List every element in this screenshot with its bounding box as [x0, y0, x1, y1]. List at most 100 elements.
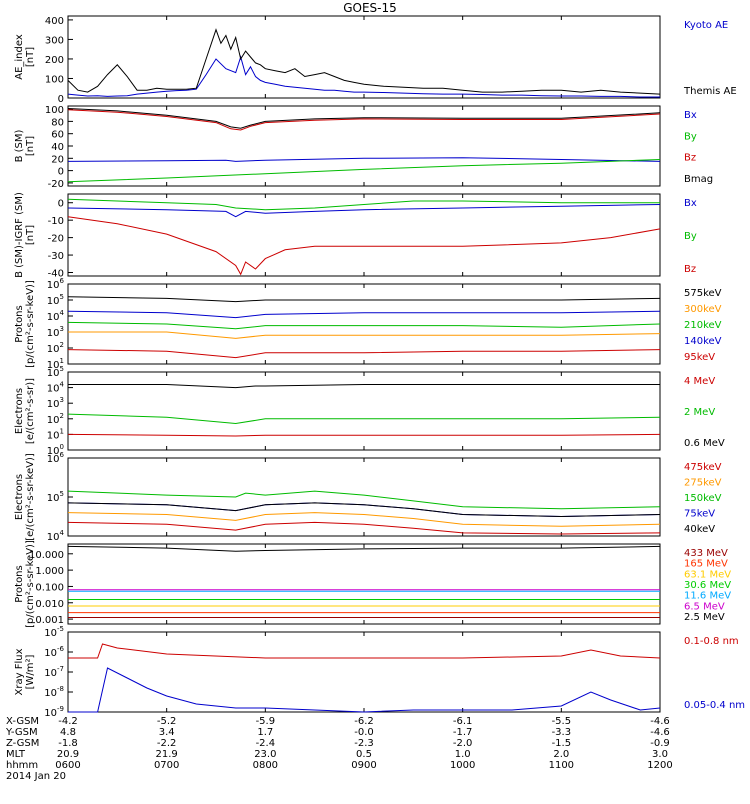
legend-label: 4 MeV — [684, 376, 715, 387]
ephemeris-value: -2.0 — [453, 738, 473, 749]
y-tick-label: 10-8 — [44, 685, 64, 699]
y-axis-label: [e/(cm²-s-sr-keV)] — [25, 453, 36, 541]
ephemeris-value: 0900 — [351, 760, 376, 771]
legend-label: 2.5 MeV — [684, 612, 725, 623]
y-tick-label: 0 — [58, 94, 64, 105]
y-tick-label: 1.000 — [35, 566, 64, 577]
y-tick-label: 0.010 — [35, 599, 64, 610]
legend-label: Bz — [684, 264, 696, 275]
series-line — [67, 159, 661, 183]
y-tick-label: 105 — [47, 490, 64, 504]
ephemeris-row-label: Y-GSM — [5, 727, 38, 738]
series-line — [67, 321, 661, 330]
ephemeris-row-label: MLT — [6, 749, 26, 760]
legend-label: 40keV — [684, 524, 715, 535]
series-line — [67, 198, 660, 211]
ephemeris-row-label: hhmm — [6, 760, 38, 771]
legend-label: 30.6 MeV — [684, 580, 731, 591]
series-line — [67, 109, 661, 131]
legend-label: 140keV — [684, 336, 722, 347]
ephemeris-value: -4.6 — [650, 716, 670, 727]
ephemeris-value: -1.7 — [453, 727, 473, 738]
y-tick-label: 102 — [47, 341, 64, 355]
y-tick-label: -10 — [48, 216, 64, 227]
y-axis-label: Electrons — [14, 474, 25, 520]
y-tick-label: -20 — [48, 179, 64, 190]
ephemeris-value: -2.4 — [256, 738, 276, 749]
ephemeris-value: 21.9 — [156, 749, 178, 760]
ephemeris-value: 0800 — [253, 760, 278, 771]
y-axis-label: B (SM) — [14, 129, 25, 162]
y-axis-label: Xray Flux — [14, 648, 25, 695]
legend-label: Bx — [684, 198, 697, 209]
ephemeris-value: -5.5 — [552, 716, 572, 727]
y-tick-label: 100 — [45, 105, 64, 116]
series-line — [68, 384, 660, 389]
y-tick-label: 10-7 — [44, 665, 64, 679]
y-tick-label: 103 — [47, 396, 64, 410]
ephemeris-value: 0600 — [55, 760, 80, 771]
ephemeris-value: -5.2 — [157, 716, 177, 727]
y-axis-label: Protons — [14, 305, 25, 342]
series-line — [67, 204, 661, 218]
ephemeris-value: -0.9 — [650, 738, 670, 749]
series-line — [67, 157, 661, 162]
series-line — [67, 310, 661, 319]
y-axis-label: Electrons — [14, 388, 25, 434]
y-tick-label: 0.100 — [35, 582, 64, 593]
ephemeris-row-label: Z-GSM — [6, 738, 39, 749]
series-line — [67, 545, 661, 552]
y-axis-label: B (SM)-IGRF (SM) — [14, 192, 25, 278]
legend-label: 150keV — [684, 493, 722, 504]
legend-label: By — [684, 231, 697, 242]
y-tick-label: 0.001 — [35, 615, 64, 626]
legend-label: 11.6 MeV — [684, 591, 731, 602]
y-tick-label: -40 — [48, 269, 64, 280]
ephemeris-value: 20.9 — [57, 749, 79, 760]
ephemeris-value: -1.8 — [58, 738, 78, 749]
ephemeris-value: -2.2 — [157, 738, 177, 749]
y-tick-label: 0 — [58, 167, 64, 178]
series-line — [67, 349, 661, 359]
series-line — [68, 667, 661, 713]
legend-label: 95keV — [684, 352, 715, 363]
legend-label: 63.1 MeV — [684, 569, 731, 580]
y-tick-label: 103 — [47, 325, 64, 339]
legend-label: 433 MeV — [684, 548, 728, 559]
y-tick-label: 105 — [47, 365, 64, 379]
y-tick-label: -20 — [48, 234, 64, 245]
y-tick-label: 104 — [47, 529, 65, 543]
ephemeris-value: 1000 — [450, 760, 475, 771]
legend-label: 165 MeV — [684, 559, 728, 570]
series-line — [67, 55, 660, 98]
series-line — [68, 331, 661, 339]
ephemeris-value: 1.7 — [257, 727, 273, 738]
y-tick-label: 200 — [45, 55, 64, 66]
legend-label: 2 MeV — [684, 407, 715, 418]
ephemeris-value: 2.0 — [553, 749, 569, 760]
series-line — [67, 216, 661, 276]
ephemeris-value: 23.0 — [254, 749, 276, 760]
legend-label: 300keV — [684, 304, 722, 315]
ephemeris-value: -3.3 — [552, 727, 572, 738]
legend-label: Kyoto AE — [684, 20, 728, 31]
y-tick-label: 80 — [51, 117, 64, 128]
y-tick-label: 20 — [51, 154, 64, 165]
ephemeris-value: 0700 — [154, 760, 179, 771]
legend-label: 0.6 MeV — [684, 438, 725, 449]
ephemeris-row-label: 2014 Jan 20 — [6, 771, 66, 782]
ephemeris-value: 0.5 — [356, 749, 372, 760]
legend-label: Bx — [684, 110, 697, 121]
series-line — [67, 433, 661, 437]
legend-label: 0.1-0.8 nm — [684, 636, 739, 647]
series-line — [67, 521, 661, 535]
legend-label: 6.5 MeV — [684, 601, 725, 612]
ephemeris-value: -6.1 — [453, 716, 473, 727]
y-tick-label: 101 — [47, 427, 64, 441]
ephemeris-value: 1.0 — [455, 749, 471, 760]
ephemeris-value: -4.2 — [58, 716, 78, 727]
y-tick-label: -30 — [48, 251, 64, 262]
legend-label: 0.05-0.4 nm — [684, 700, 745, 711]
